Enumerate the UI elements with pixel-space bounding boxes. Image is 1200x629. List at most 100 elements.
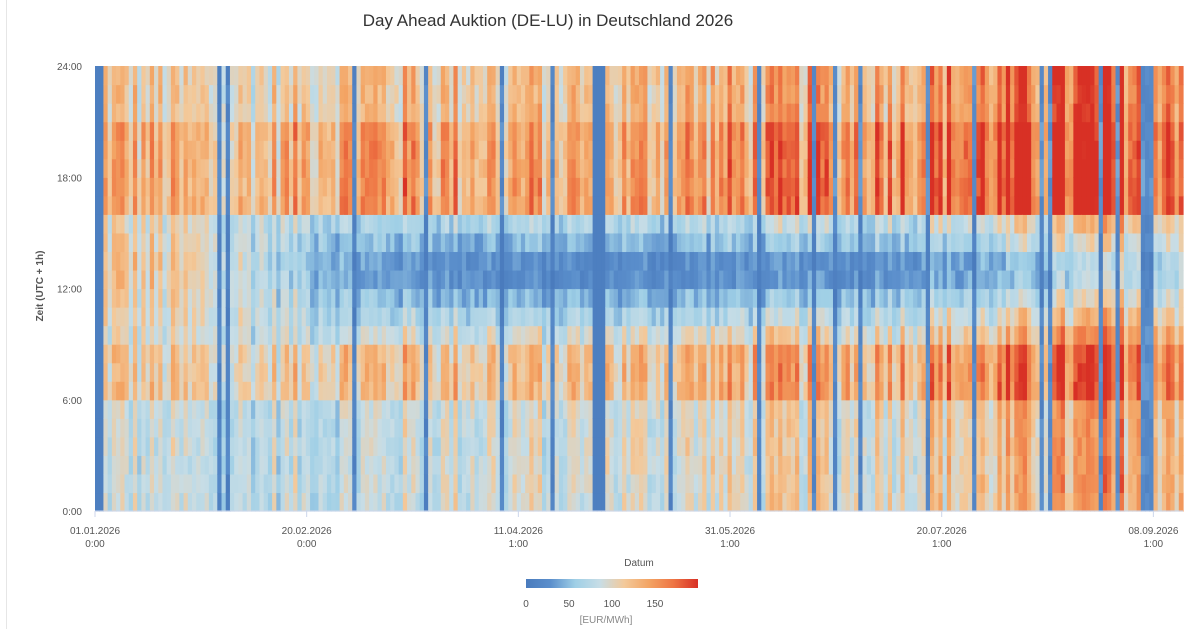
heatmap-cell bbox=[343, 362, 349, 382]
heatmap-cell bbox=[310, 473, 315, 494]
heatmap-cell bbox=[432, 288, 438, 308]
heatmap-cell bbox=[445, 381, 450, 401]
heatmap-cell bbox=[284, 103, 290, 123]
heatmap-cell bbox=[664, 436, 670, 456]
heatmap-cell bbox=[799, 362, 805, 382]
heatmap-cell bbox=[828, 177, 834, 197]
heatmap-cell bbox=[293, 381, 299, 401]
heatmap-cell bbox=[967, 158, 973, 178]
heatmap-cell bbox=[849, 84, 855, 104]
heatmap-cell bbox=[470, 195, 476, 215]
heatmap-cell bbox=[790, 269, 796, 290]
heatmap-cell bbox=[310, 121, 315, 141]
heatmap-cell bbox=[453, 473, 459, 494]
heatmap-cell bbox=[221, 195, 227, 215]
heatmap-cell bbox=[862, 362, 868, 382]
heatmap-cell bbox=[542, 325, 547, 345]
heatmap-cell bbox=[385, 325, 391, 345]
heatmap-cell bbox=[234, 251, 239, 271]
heatmap-cell bbox=[310, 177, 315, 197]
heatmap-cell bbox=[111, 399, 117, 419]
heatmap-cell bbox=[892, 473, 897, 494]
heatmap-plot-area[interactable] bbox=[95, 66, 1184, 512]
heatmap-cell bbox=[360, 66, 366, 86]
heatmap-cell bbox=[719, 103, 724, 123]
heatmap-cell bbox=[377, 66, 383, 86]
heatmap-cell bbox=[533, 325, 539, 345]
heatmap-cell bbox=[955, 344, 961, 364]
heatmap-cell bbox=[651, 251, 657, 271]
heatmap-cell bbox=[305, 492, 311, 512]
heatmap-cell bbox=[908, 140, 914, 160]
heatmap-cell bbox=[622, 381, 627, 401]
heatmap-cell bbox=[314, 269, 320, 290]
heatmap-cell bbox=[124, 269, 130, 290]
heatmap-cell bbox=[567, 232, 573, 253]
heatmap-cell bbox=[436, 214, 442, 234]
heatmap-cell bbox=[331, 436, 336, 456]
heatmap-cell bbox=[938, 84, 944, 104]
heatmap-cell bbox=[280, 66, 286, 86]
heatmap-cell bbox=[904, 103, 910, 123]
heatmap-cell bbox=[643, 232, 649, 253]
heatmap-cell bbox=[601, 269, 606, 290]
heatmap-cell bbox=[719, 66, 724, 86]
heatmap-cell bbox=[187, 381, 193, 401]
heatmap-cell bbox=[445, 362, 450, 382]
heatmap-cell bbox=[845, 103, 851, 123]
heatmap-cell bbox=[457, 381, 463, 401]
heatmap-cell bbox=[187, 362, 193, 382]
heatmap-cell bbox=[259, 381, 265, 401]
heatmap-cell bbox=[288, 473, 294, 494]
heatmap-cell bbox=[879, 232, 885, 253]
heatmap-cell bbox=[849, 140, 855, 160]
heatmap-cell bbox=[314, 362, 320, 382]
heatmap-cell bbox=[841, 455, 847, 475]
heatmap-cell bbox=[955, 269, 961, 290]
heatmap-cell bbox=[280, 492, 286, 512]
heatmap-cell bbox=[166, 399, 172, 419]
heatmap-cell bbox=[263, 436, 269, 456]
heatmap-cell bbox=[727, 103, 733, 123]
heatmap-cell bbox=[276, 269, 282, 290]
heatmap-cell bbox=[609, 84, 615, 104]
heatmap-cell bbox=[415, 492, 421, 512]
heatmap-cell bbox=[849, 121, 855, 141]
heatmap-cell bbox=[187, 158, 193, 178]
heatmap-cell bbox=[335, 214, 341, 234]
heatmap-cell bbox=[453, 381, 459, 401]
heatmap-cell bbox=[335, 121, 341, 141]
heatmap-cell bbox=[128, 418, 134, 438]
heatmap-cell bbox=[934, 232, 940, 253]
heatmap-cell bbox=[428, 492, 433, 512]
heatmap-cell bbox=[255, 362, 261, 382]
heatmap-cell bbox=[778, 436, 783, 456]
heatmap-cell bbox=[246, 307, 252, 327]
heatmap-cell bbox=[461, 214, 467, 234]
heatmap-cell bbox=[575, 84, 581, 104]
heatmap-cell bbox=[263, 103, 269, 123]
heatmap-cell bbox=[883, 158, 889, 178]
heatmap-cell bbox=[419, 418, 425, 438]
heatmap-cell bbox=[326, 140, 332, 160]
heatmap-cell bbox=[352, 288, 358, 308]
heatmap-cell bbox=[727, 158, 733, 178]
heatmap-cell bbox=[588, 251, 594, 271]
heatmap-cell bbox=[837, 288, 843, 308]
heatmap-cell bbox=[305, 307, 311, 327]
heatmap-cell bbox=[187, 269, 193, 290]
heatmap-cell bbox=[664, 140, 670, 160]
heatmap-cell bbox=[596, 232, 602, 253]
heatmap-cell bbox=[866, 344, 872, 364]
heatmap-cell bbox=[672, 121, 678, 141]
heatmap-cell bbox=[660, 455, 665, 475]
heatmap-cell bbox=[584, 418, 589, 438]
heatmap-cell bbox=[601, 418, 606, 438]
heatmap-cell bbox=[217, 455, 223, 475]
heatmap-cell bbox=[440, 84, 446, 104]
heatmap-cell bbox=[710, 140, 716, 160]
heatmap-cell bbox=[520, 103, 526, 123]
heatmap-cell bbox=[554, 307, 560, 327]
heatmap-cell bbox=[259, 344, 265, 364]
heatmap-cell bbox=[706, 344, 712, 364]
